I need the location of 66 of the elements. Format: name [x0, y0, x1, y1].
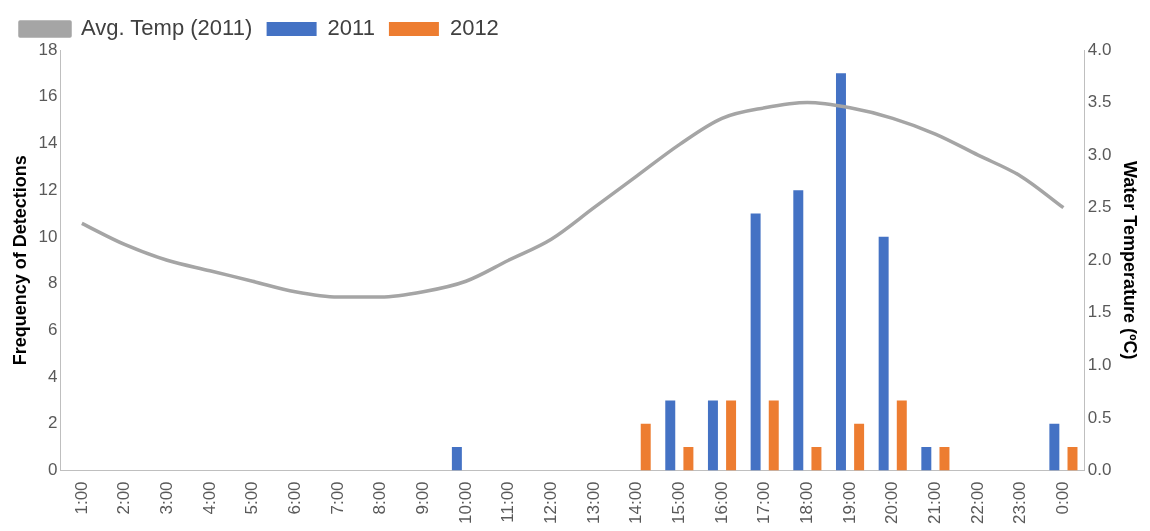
y2-tick-label: 2.5 — [1087, 197, 1112, 217]
bar — [835, 73, 846, 471]
legend-label: 2011 — [327, 15, 375, 41]
bar — [793, 190, 804, 471]
y-tick-label: 18 — [38, 39, 58, 59]
bar — [811, 447, 822, 471]
x-tick-label: 16:00 — [711, 481, 731, 525]
bar — [726, 400, 737, 471]
x-tick-label: 5:00 — [242, 481, 262, 515]
y2-tick-label: 3.0 — [1087, 144, 1112, 164]
bar — [707, 400, 718, 471]
bar — [921, 447, 932, 471]
y-tick-label: 0 — [48, 460, 58, 480]
x-tick-label: 17:00 — [754, 481, 774, 525]
y2-tick-label: 4.0 — [1087, 39, 1112, 59]
x-tick-label: 15:00 — [669, 481, 689, 525]
y-axis-title: Frequency of Detections — [9, 155, 30, 366]
x-tick-label: 18:00 — [797, 481, 817, 525]
y-tick-label: 8 — [48, 273, 58, 293]
x-tick-label: 3:00 — [156, 481, 176, 515]
y-tick-label: 10 — [38, 226, 58, 246]
x-tick-label: 0:00 — [1053, 481, 1073, 515]
bar — [768, 400, 779, 471]
bar — [854, 423, 865, 471]
x-tick-label: 13:00 — [583, 481, 603, 525]
x-tick-label: 22:00 — [967, 481, 987, 525]
x-tick-label: 2:00 — [114, 481, 134, 515]
x-tick-label: 4:00 — [199, 481, 219, 515]
x-tick-label: 12:00 — [540, 481, 560, 525]
x-tick-label: 20:00 — [882, 481, 902, 525]
bar — [665, 400, 676, 471]
x-tick-label: 9:00 — [412, 481, 432, 515]
x-tick-label: 21:00 — [925, 481, 945, 525]
legend-label: Avg. Temp (2011) — [81, 15, 253, 41]
line-series — [80, 100, 1066, 299]
y2-tick-label: 0.0 — [1087, 460, 1112, 480]
bar — [878, 236, 889, 471]
bar — [939, 447, 950, 471]
x-tick-label: 6:00 — [284, 481, 304, 515]
x-tick-label: 8:00 — [370, 481, 390, 515]
bar — [640, 423, 651, 471]
y2-tick-label: 0.5 — [1087, 407, 1112, 427]
y-tick-label: 2 — [48, 413, 58, 433]
y2-axis-title: Water Temperature (ºC) — [1120, 160, 1141, 360]
x-tick-label: 14:00 — [626, 481, 646, 525]
x-tick-label: 1:00 — [71, 481, 91, 515]
legend-label: 2012 — [449, 15, 499, 41]
x-tick-label: 19:00 — [839, 481, 859, 525]
y-tick-label: 16 — [38, 86, 58, 106]
y-tick-label: 12 — [38, 179, 58, 199]
y-tick-label: 4 — [48, 366, 58, 386]
bar — [451, 447, 462, 471]
bar — [896, 400, 907, 471]
x-tick-label: 7:00 — [327, 481, 347, 515]
x-tick-label: 10:00 — [455, 481, 475, 525]
x-tick-label: 11:00 — [498, 481, 518, 523]
y-tick-label: 6 — [48, 319, 58, 339]
bar — [683, 447, 694, 471]
x-tick-label: 23:00 — [1010, 481, 1030, 525]
bar — [750, 213, 761, 471]
y2-tick-label: 3.5 — [1087, 92, 1112, 112]
y2-tick-label: 2.0 — [1087, 249, 1112, 269]
y2-tick-label: 1.0 — [1087, 355, 1112, 375]
y2-tick-label: 1.5 — [1087, 302, 1112, 322]
bar — [1049, 423, 1060, 471]
y-tick-label: 14 — [38, 133, 58, 153]
